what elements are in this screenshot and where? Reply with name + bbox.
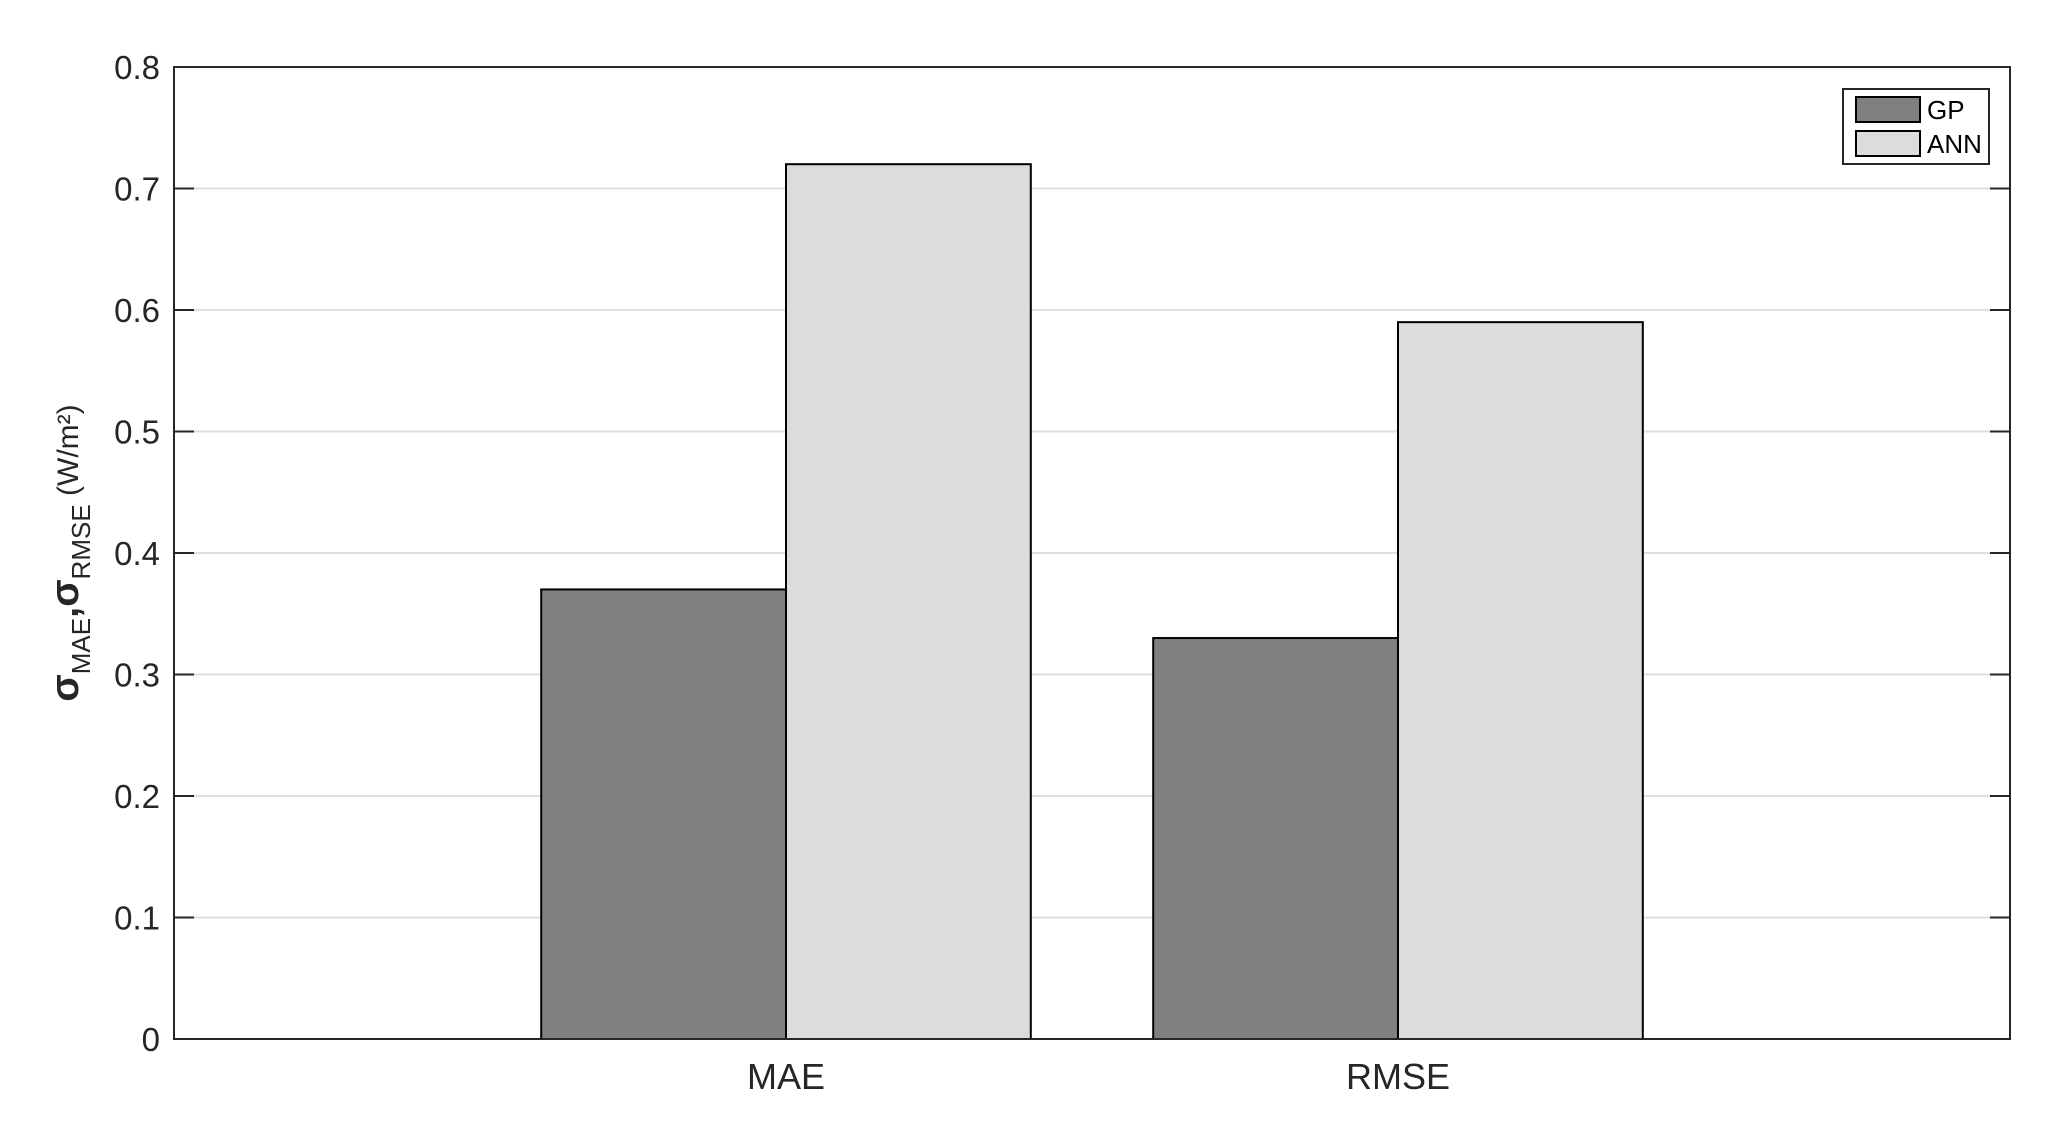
y-tick-label: 0.4 bbox=[114, 535, 160, 572]
y-tick-label: 0 bbox=[142, 1021, 160, 1058]
bar-ann-rmse bbox=[1397, 321, 1644, 1040]
legend-label: GP bbox=[1927, 95, 1965, 125]
grid-lines bbox=[174, 187, 2010, 919]
y-tick-label: 0.5 bbox=[114, 414, 160, 451]
x-tick-label: MAE bbox=[747, 1056, 825, 1097]
legend-label: ANN bbox=[1927, 129, 1982, 159]
y-tick-label: 0.1 bbox=[114, 900, 160, 937]
bars bbox=[540, 163, 1644, 1040]
y-tick-label: 0.7 bbox=[114, 171, 160, 208]
legend-swatch bbox=[1855, 96, 1921, 123]
x-ticks: MAE RMSE bbox=[747, 1056, 1450, 1097]
bar-gp-mae bbox=[540, 588, 788, 1040]
y-ticks: 0 0.1 0.2 0.3 0.4 0.5 0.6 0.7 0.8 bbox=[114, 49, 2010, 1058]
y-tick-label: 0.8 bbox=[114, 49, 160, 86]
bar-ann-mae bbox=[785, 163, 1032, 1040]
legend: GP ANN bbox=[1842, 88, 1990, 165]
bar-gp-rmse bbox=[1152, 637, 1399, 1040]
y-tick-label: 0.3 bbox=[114, 657, 160, 694]
legend-swatch bbox=[1855, 130, 1921, 157]
x-tick-label: RMSE bbox=[1346, 1056, 1450, 1097]
y-axis-label: σMAE,σRMSE (W/m²) bbox=[43, 404, 96, 701]
y-tick-label: 0.6 bbox=[114, 292, 160, 329]
y-tick-label: 0.2 bbox=[114, 778, 160, 815]
